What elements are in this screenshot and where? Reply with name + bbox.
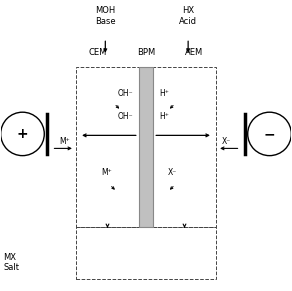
Bar xyxy=(76,227,216,279)
Text: AEM: AEM xyxy=(185,48,203,57)
Bar xyxy=(153,67,216,227)
Text: H⁺: H⁺ xyxy=(159,89,169,98)
Text: −: − xyxy=(264,127,275,141)
Text: +: + xyxy=(17,127,28,141)
Text: CEM: CEM xyxy=(89,48,107,57)
Text: MX
Salt: MX Salt xyxy=(4,253,20,272)
Text: OH⁻: OH⁻ xyxy=(117,89,133,98)
Bar xyxy=(76,67,139,227)
Circle shape xyxy=(1,112,44,156)
Text: HX
Acid: HX Acid xyxy=(179,6,197,26)
Text: X⁻: X⁻ xyxy=(168,168,177,177)
Text: X⁻: X⁻ xyxy=(222,136,231,146)
Circle shape xyxy=(248,112,291,156)
Text: BPM: BPM xyxy=(137,48,155,57)
Text: M⁺: M⁺ xyxy=(60,136,70,146)
Text: OH⁻: OH⁻ xyxy=(117,112,133,121)
Text: H⁺: H⁺ xyxy=(159,112,169,121)
Text: M⁺: M⁺ xyxy=(101,168,112,177)
Bar xyxy=(139,67,153,227)
Text: MOH
Base: MOH Base xyxy=(95,6,116,26)
